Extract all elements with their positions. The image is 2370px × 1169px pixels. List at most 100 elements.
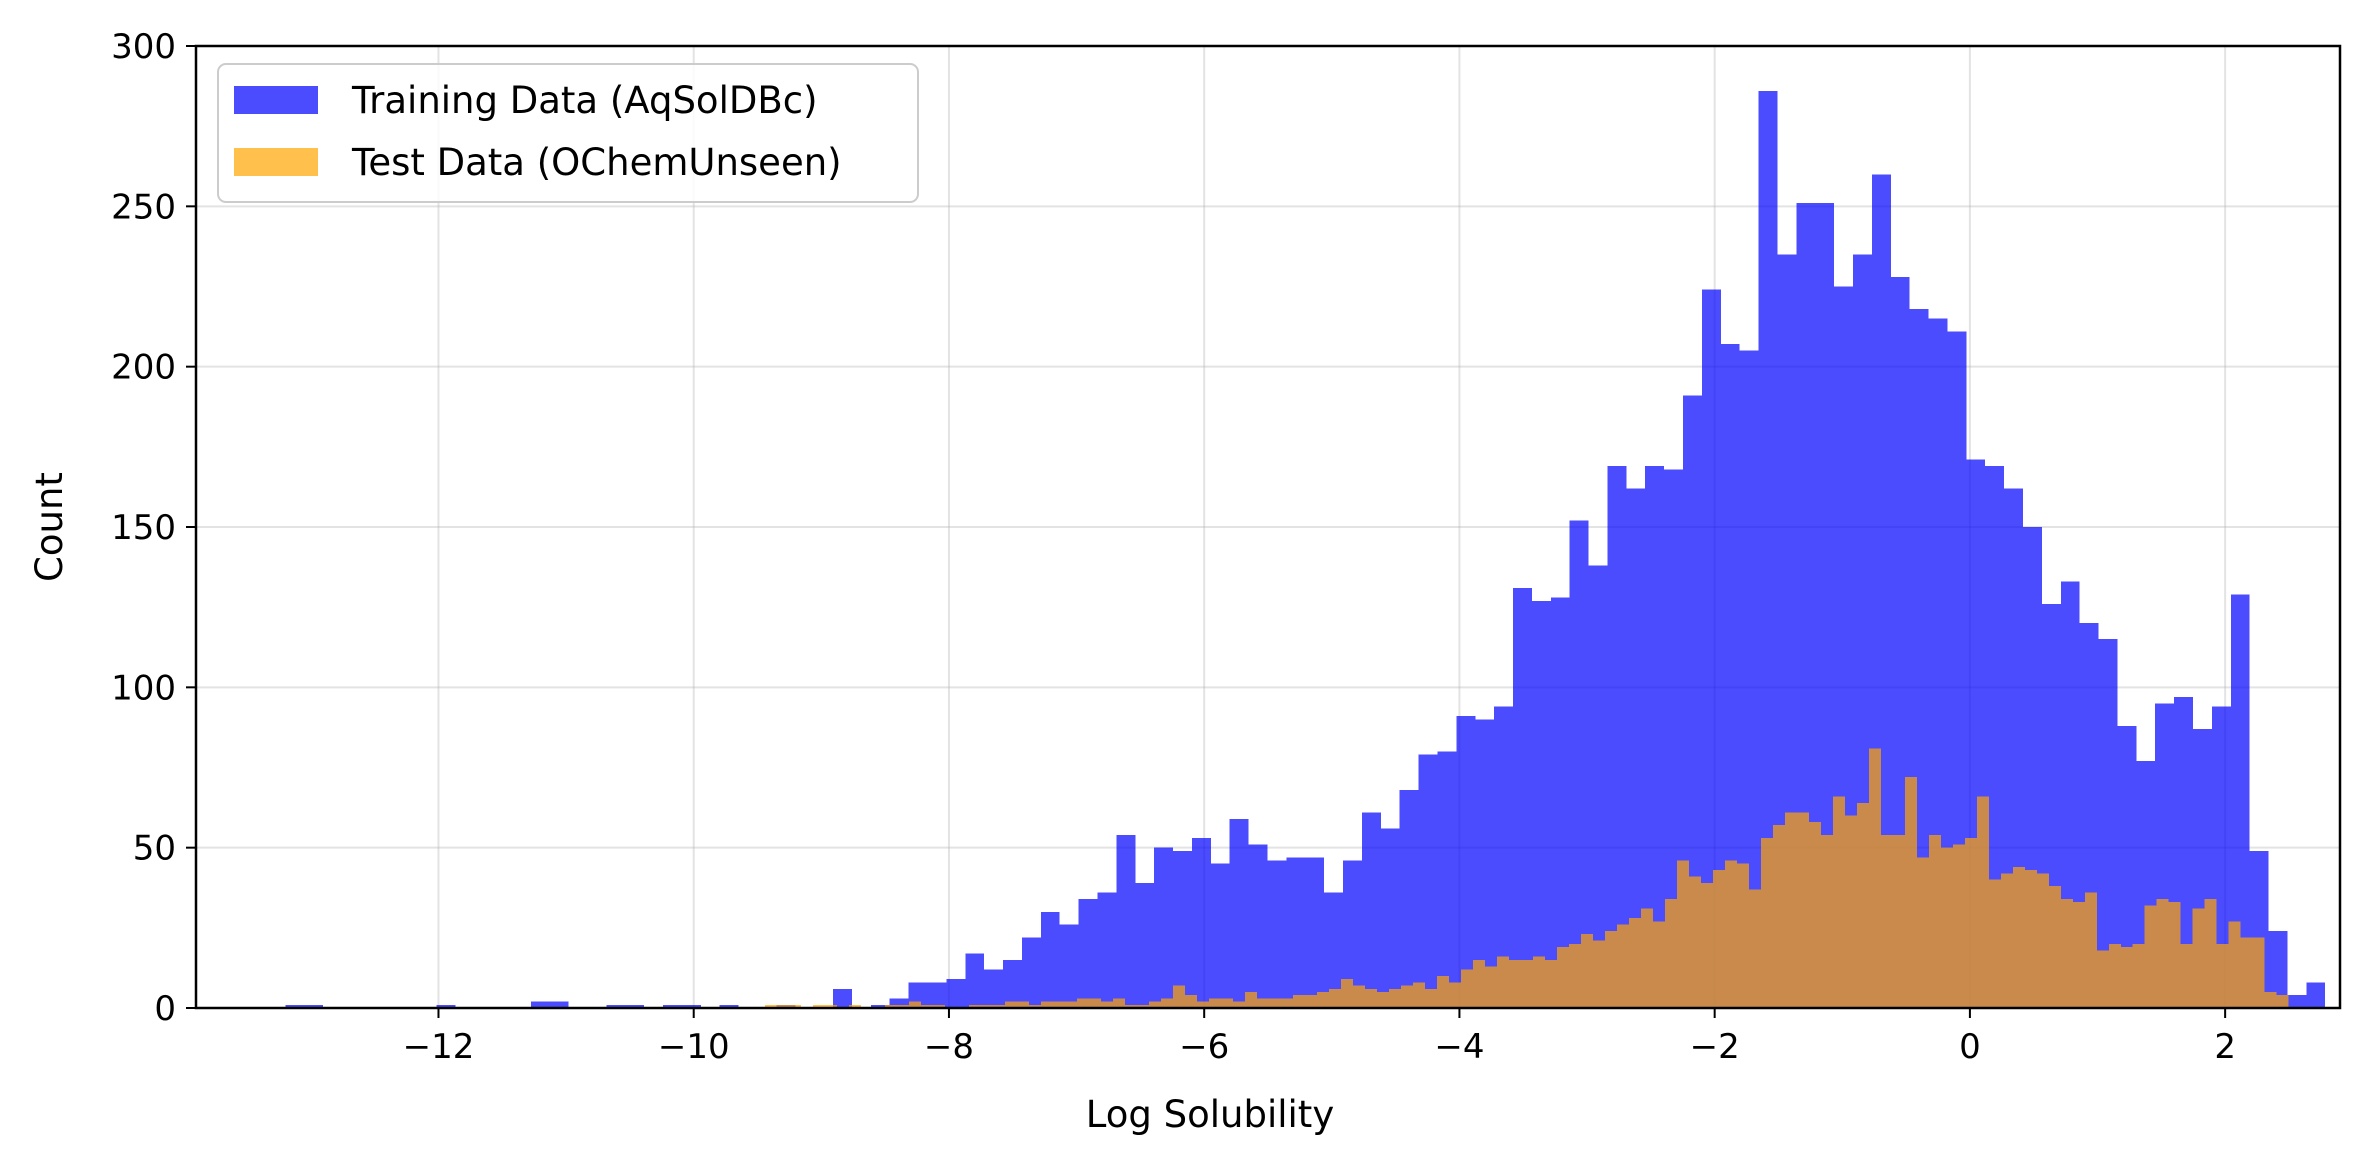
y-tick-label-2: 100 [111,668,176,708]
test-bar-118 [1700,882,1713,1008]
training-bar-40 [1040,911,1060,1008]
training-bar-47 [1173,850,1192,1008]
test-bar-60 [1005,1001,1018,1008]
test-bar-45 [825,1004,838,1008]
training-bar-65 [1513,587,1532,1008]
training-bar-20 [663,1004,682,1008]
x-tick-label-4: −4 [1434,1027,1484,1067]
test-bar-70 [1125,1004,1138,1008]
training-bar-60 [1418,754,1438,1008]
test-bar-144 [2012,866,2025,1008]
test-bar-149 [2072,902,2085,1008]
x-tick-label-5: −2 [1690,1027,1740,1067]
test-bar-121 [1736,863,1749,1008]
test-bar-73 [1161,998,1174,1008]
test-bar-152 [2108,943,2121,1008]
training-bar-41 [1059,924,1079,1008]
test-bar-82 [1269,998,1282,1008]
test-bar-103 [1520,959,1533,1008]
training-bar-105 [2268,931,2288,1008]
x-tick-label-7: 2 [2214,1027,2236,1067]
training-bar-49 [1210,863,1230,1008]
training-bar-59 [1399,789,1419,1008]
test-bar-77 [1209,998,1222,1008]
training-bar-21 [681,1004,701,1008]
test-bar-47 [849,1004,862,1008]
training-bar-43 [1097,892,1117,1008]
training-bar-64 [1494,706,1514,1008]
y-tick-label-5: 250 [111,187,176,227]
test-bar-127 [1808,822,1821,1008]
test-bar-88 [1340,979,1353,1008]
training-bar-36 [965,953,985,1008]
y-tick-label-1: 50 [133,829,176,869]
test-bar-100 [1484,966,1497,1008]
training-bar-0 [285,1004,305,1008]
training-bar-66 [1531,600,1551,1008]
test-bar-151 [2096,950,2109,1008]
test-bar-153 [2120,947,2133,1008]
test-bar-97 [1448,982,1461,1008]
test-bar-81 [1257,998,1270,1008]
training-bar-71 [1626,488,1646,1008]
test-bar-132 [1868,748,1881,1008]
x-tick-label-0: −12 [403,1027,475,1067]
test-bar-96 [1436,975,1449,1008]
test-bar-117 [1688,876,1701,1008]
test-bar-139 [1952,844,1965,1008]
legend-swatch-test [234,148,318,176]
test-bar-148 [2060,898,2073,1008]
test-bar-42 [789,1004,802,1008]
training-bar-107 [2306,982,2326,1008]
training-bar-29 [833,988,852,1008]
test-bar-78 [1221,998,1234,1008]
training-bar-97 [2117,725,2137,1008]
test-bar-162 [2228,921,2241,1008]
test-bar-140 [1964,838,1977,1008]
training-bar-106 [2287,995,2307,1008]
test-bar-115 [1664,898,1677,1008]
training-bar-14 [549,1001,569,1008]
test-bar-99 [1472,959,1485,1008]
training-bar-8 [436,1004,456,1008]
test-bar-158 [2180,943,2193,1008]
y-tick-label-0: 0 [154,989,176,1029]
training-bar-69 [1588,565,1608,1008]
training-bar-17 [606,1004,626,1008]
test-bar-95 [1424,988,1437,1008]
training-bar-62 [1456,716,1476,1008]
training-bar-53 [1286,857,1306,1008]
test-bar-160 [2204,898,2217,1008]
test-bar-166 [2276,995,2289,1008]
test-bar-89 [1352,985,1365,1008]
test-bar-120 [1724,860,1737,1008]
training-bar-44 [1116,834,1136,1008]
test-bar-98 [1460,969,1473,1008]
test-bar-142 [1988,879,2001,1008]
x-tick-label-6: 0 [1959,1027,1981,1067]
test-bar-102 [1508,959,1521,1008]
test-bar-165 [2264,991,2277,1008]
test-bar-146 [2036,873,2049,1008]
test-bars [765,748,2289,1008]
training-bar-52 [1267,860,1287,1008]
test-bar-138 [1940,847,1953,1008]
training-bar-57 [1361,812,1381,1008]
test-bar-145 [2024,870,2037,1008]
training-bar-72 [1645,466,1665,1008]
test-bar-93 [1400,985,1413,1008]
test-bar-114 [1652,921,1665,1008]
legend-label-training: Training Data (AqSolDBc) [351,79,818,122]
training-bar-31 [870,1004,890,1008]
training-bar-51 [1248,844,1268,1008]
test-bar-85 [1305,995,1318,1008]
test-bar-61 [1017,1001,1030,1008]
y-tick-label-4: 200 [111,348,176,388]
training-bar-54 [1305,857,1325,1008]
y-tick-label-6: 300 [111,27,176,67]
test-bar-50 [885,1004,898,1008]
test-bar-63 [1041,1001,1054,1008]
test-bar-69 [1113,998,1126,1008]
test-bar-109 [1592,940,1605,1008]
training-bar-42 [1078,898,1098,1008]
